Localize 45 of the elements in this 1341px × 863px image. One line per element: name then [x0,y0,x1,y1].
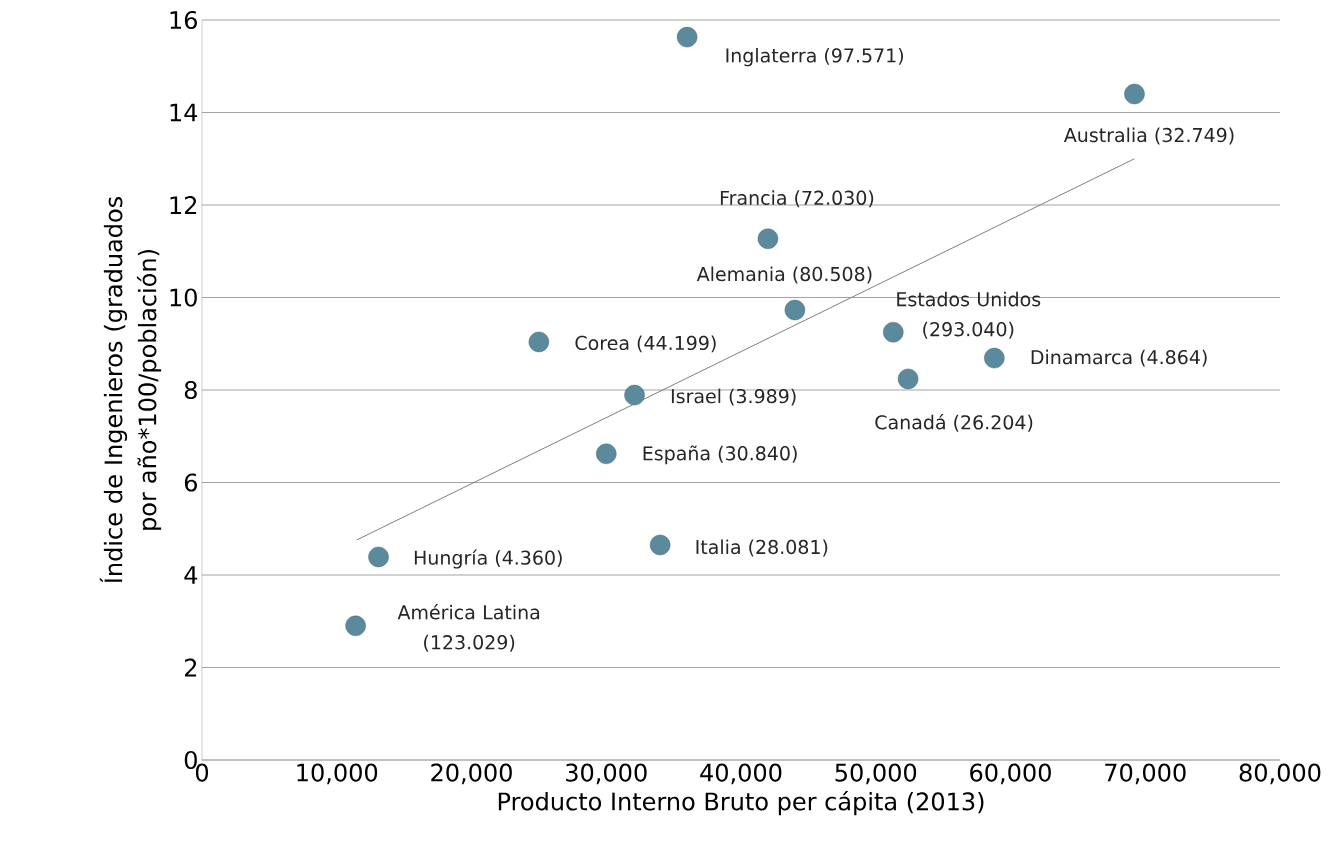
annotation: Francia (72.030) [720,190,874,208]
y-axis-title: Índice de Ingenieros (graduados por año*100/población) [99,196,162,583]
annotation: Dinamarca (4.864) [1031,349,1207,367]
point [1124,83,1145,105]
point [624,384,645,406]
x-tick-label: 80,000 [1239,763,1321,785]
point [897,368,919,390]
x-tick-label: 10,000 [297,763,378,785]
annotation: Canadá (26.204) [875,414,1033,432]
annotation: Hungría (4.360) [414,549,562,569]
x-tick-label: 60,000 [970,763,1051,785]
y-tick-label: 0 [184,750,197,770]
annotation: España (30.840) [643,445,797,465]
annotation: Inglaterra (97.571) [726,47,904,67]
y-tick-label: 8 [184,380,197,400]
point [676,26,698,48]
annotation: Israel (3.989) [671,388,796,406]
point [883,321,904,343]
x-axis-title: Producto Interno Bruto per cápita (2013) [498,790,984,816]
y-tick-label: 2 [184,658,197,677]
annotation: Australia (32.749) [1063,127,1234,145]
point [528,331,550,353]
point [345,615,366,637]
y-tick-label: 10 [170,288,197,307]
y-tick-label: 16 [170,10,197,30]
point [368,546,389,568]
point [596,443,617,465]
point [784,299,806,321]
x-tick-label: 20,000 [431,763,512,785]
y-tick-label: 6 [184,473,197,492]
x-tick-label: 70,000 [1105,763,1186,785]
y-tick-label: 14 [170,103,198,122]
point [984,347,1005,369]
point [757,228,779,249]
x-tick-label: 50,000 [835,763,917,785]
annotation: Alemania (80.508) [696,266,872,284]
x-tick-label: 40,000 [700,763,782,785]
y-tick-label: 12 [170,196,197,214]
y-tick-label: 4 [184,566,198,584]
annotation: Italia (28.081) [696,539,828,557]
point [649,534,671,556]
annotation: Corea (44.199) [575,335,716,353]
annotation: Estados Unidos (293.040) [897,291,1041,339]
annotation: América Latina (123.029) [397,604,540,652]
x-tick-label: 30,000 [566,763,647,785]
